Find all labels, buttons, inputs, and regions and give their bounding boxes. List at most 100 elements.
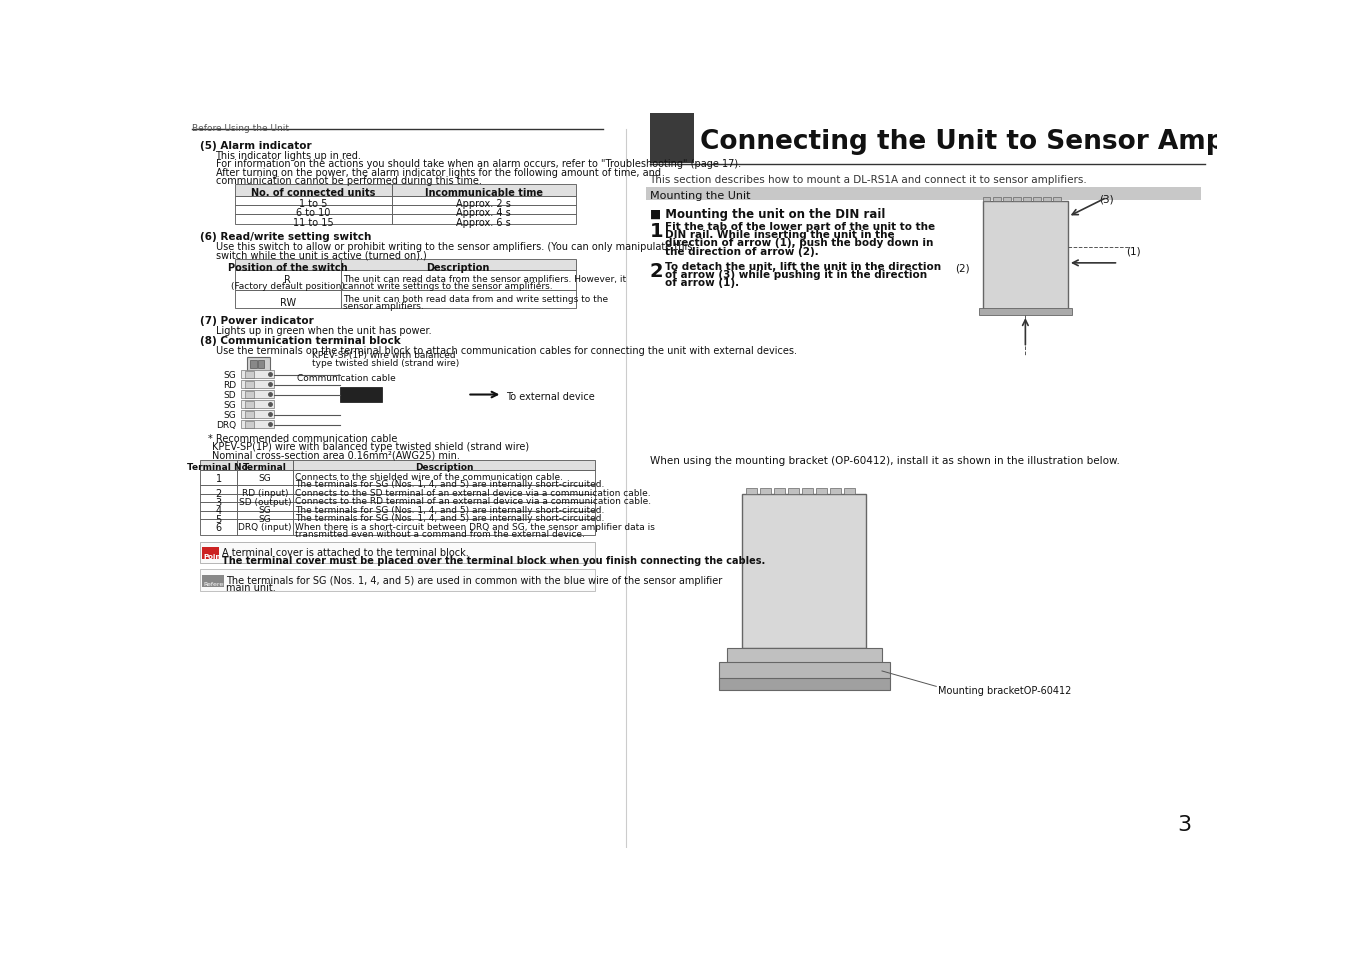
Text: When there is a short-circuit between DRQ and SG, the sensor amplifier data is: When there is a short-circuit between DR…: [295, 522, 656, 531]
Bar: [200, 519, 237, 536]
Bar: [293, 511, 595, 519]
Text: sensor amplifiers.: sensor amplifiers.: [343, 301, 423, 311]
Text: main unit.: main unit.: [226, 583, 276, 593]
Text: Before Using the Unit: Before Using the Unit: [192, 124, 289, 132]
Text: direction of arrow (1), push the body down in: direction of arrow (1), push the body do…: [665, 238, 933, 248]
Bar: [802, 488, 813, 495]
Bar: [200, 570, 595, 591]
Bar: [200, 486, 237, 495]
Text: Position of the switch: Position of the switch: [228, 263, 347, 273]
Bar: [293, 503, 595, 511]
Text: Description: Description: [426, 263, 489, 273]
Bar: [341, 271, 576, 291]
Text: After turning on the power, the alarm indicator lights for the following amount : After turning on the power, the alarm in…: [215, 168, 661, 177]
Text: Point: Point: [203, 554, 224, 559]
Text: When using the mounting bracket (OP-60412), install it as shown in the illustrat: When using the mounting bracket (OP-6041…: [649, 456, 1119, 466]
Bar: [983, 197, 991, 202]
Bar: [746, 488, 757, 495]
Text: 3: 3: [215, 497, 222, 507]
Bar: [200, 503, 237, 511]
Bar: [241, 371, 273, 379]
Bar: [979, 308, 1072, 315]
Text: The terminals for SG (Nos. 1, 4, and 5) are internally short-circuited.: The terminals for SG (Nos. 1, 4, and 5) …: [295, 514, 604, 522]
Text: Description: Description: [415, 463, 473, 472]
Text: RW: RW: [280, 297, 296, 308]
Bar: [1044, 197, 1051, 202]
Bar: [245, 392, 254, 398]
Bar: [392, 215, 576, 224]
Text: KPEV-SP(1P) wire with balanced type twisted shield (strand wire): KPEV-SP(1P) wire with balanced type twis…: [212, 442, 529, 452]
Text: Communication cable: Communication cable: [297, 374, 396, 382]
Bar: [293, 519, 595, 536]
Text: 1: 1: [649, 221, 662, 240]
Text: SG: SG: [258, 515, 272, 523]
Bar: [983, 202, 1068, 310]
Bar: [775, 488, 786, 495]
Text: The terminals for SG (Nos. 1, 4, and 5) are internally short-circuited.: The terminals for SG (Nos. 1, 4, and 5) …: [295, 479, 604, 489]
Bar: [788, 488, 799, 495]
Bar: [646, 188, 1202, 201]
Text: SD (output): SD (output): [239, 497, 291, 506]
Text: 3: 3: [1178, 815, 1191, 834]
Text: To detach the unit, lift the unit in the direction: To detach the unit, lift the unit in the…: [665, 261, 941, 272]
Text: communication cannot be performed during this time.: communication cannot be performed during…: [215, 176, 481, 186]
Text: Approx. 6 s: Approx. 6 s: [457, 217, 511, 228]
Text: DRQ (input): DRQ (input): [238, 523, 292, 532]
Bar: [245, 401, 254, 408]
Bar: [237, 503, 293, 511]
Text: Use this switch to allow or prohibit writing to the sensor amplifiers. (You can : Use this switch to allow or prohibit wri…: [215, 242, 692, 252]
Text: 1 to 5: 1 to 5: [299, 199, 327, 209]
Text: SG: SG: [258, 506, 272, 515]
Bar: [719, 679, 890, 691]
Bar: [235, 196, 392, 206]
Bar: [293, 460, 595, 471]
Text: 2: 2: [215, 489, 222, 499]
Text: Approx. 4 s: Approx. 4 s: [457, 208, 511, 218]
Text: (5) Alarm indicator: (5) Alarm indicator: [200, 140, 311, 151]
Bar: [235, 206, 392, 215]
Bar: [1053, 197, 1061, 202]
Bar: [237, 486, 293, 495]
Text: The terminals for SG (Nos. 1, 4, and 5) are used in common with the blue wire of: The terminals for SG (Nos. 1, 4, and 5) …: [226, 575, 722, 585]
Text: Connects to the shielded wire of the communication cable.: Connects to the shielded wire of the com…: [295, 473, 564, 482]
Bar: [245, 372, 254, 378]
Bar: [245, 421, 254, 428]
Bar: [241, 420, 273, 429]
Bar: [200, 511, 237, 519]
Bar: [742, 495, 867, 648]
Text: of arrow (1).: of arrow (1).: [665, 278, 740, 288]
Text: This indicator lights up in red.: This indicator lights up in red.: [215, 151, 361, 160]
Text: Nominal cross-section area 0.16mm²(AWG25) min.: Nominal cross-section area 0.16mm²(AWG25…: [212, 451, 460, 460]
Bar: [235, 185, 392, 196]
Bar: [237, 511, 293, 519]
Text: RD (input): RD (input): [242, 489, 288, 498]
Text: The unit can both read data from and write settings to the: The unit can both read data from and wri…: [343, 294, 608, 303]
Bar: [235, 260, 341, 271]
Text: DRQ: DRQ: [216, 420, 237, 430]
Text: Approx. 2 s: Approx. 2 s: [457, 199, 511, 209]
Text: Incommunicable time: Incommunicable time: [425, 188, 542, 198]
Bar: [1003, 197, 1011, 202]
Bar: [250, 360, 257, 368]
Text: switch while the unit is active (turned on).): switch while the unit is active (turned …: [215, 251, 426, 260]
Text: 6: 6: [215, 523, 222, 533]
Bar: [235, 215, 392, 224]
Text: ■ Mounting the unit on the DIN rail: ■ Mounting the unit on the DIN rail: [649, 208, 884, 220]
Text: Connects to the RD terminal of an external device via a communication cable.: Connects to the RD terminal of an extern…: [295, 497, 652, 506]
Bar: [830, 488, 841, 495]
Bar: [339, 388, 383, 403]
Text: (2): (2): [956, 264, 971, 274]
Bar: [200, 542, 595, 563]
Text: SG: SG: [223, 400, 237, 410]
Bar: [235, 291, 341, 308]
Bar: [200, 495, 237, 503]
Text: (3): (3): [1099, 194, 1114, 204]
Bar: [392, 185, 576, 196]
Bar: [203, 547, 219, 559]
Text: 4: 4: [215, 506, 222, 516]
Text: transmitted even without a command from the external device.: transmitted even without a command from …: [295, 529, 585, 537]
Bar: [237, 495, 293, 503]
Text: Lights up in green when the unit has power.: Lights up in green when the unit has pow…: [215, 326, 431, 335]
Bar: [246, 357, 270, 373]
Text: 2: 2: [649, 261, 662, 280]
